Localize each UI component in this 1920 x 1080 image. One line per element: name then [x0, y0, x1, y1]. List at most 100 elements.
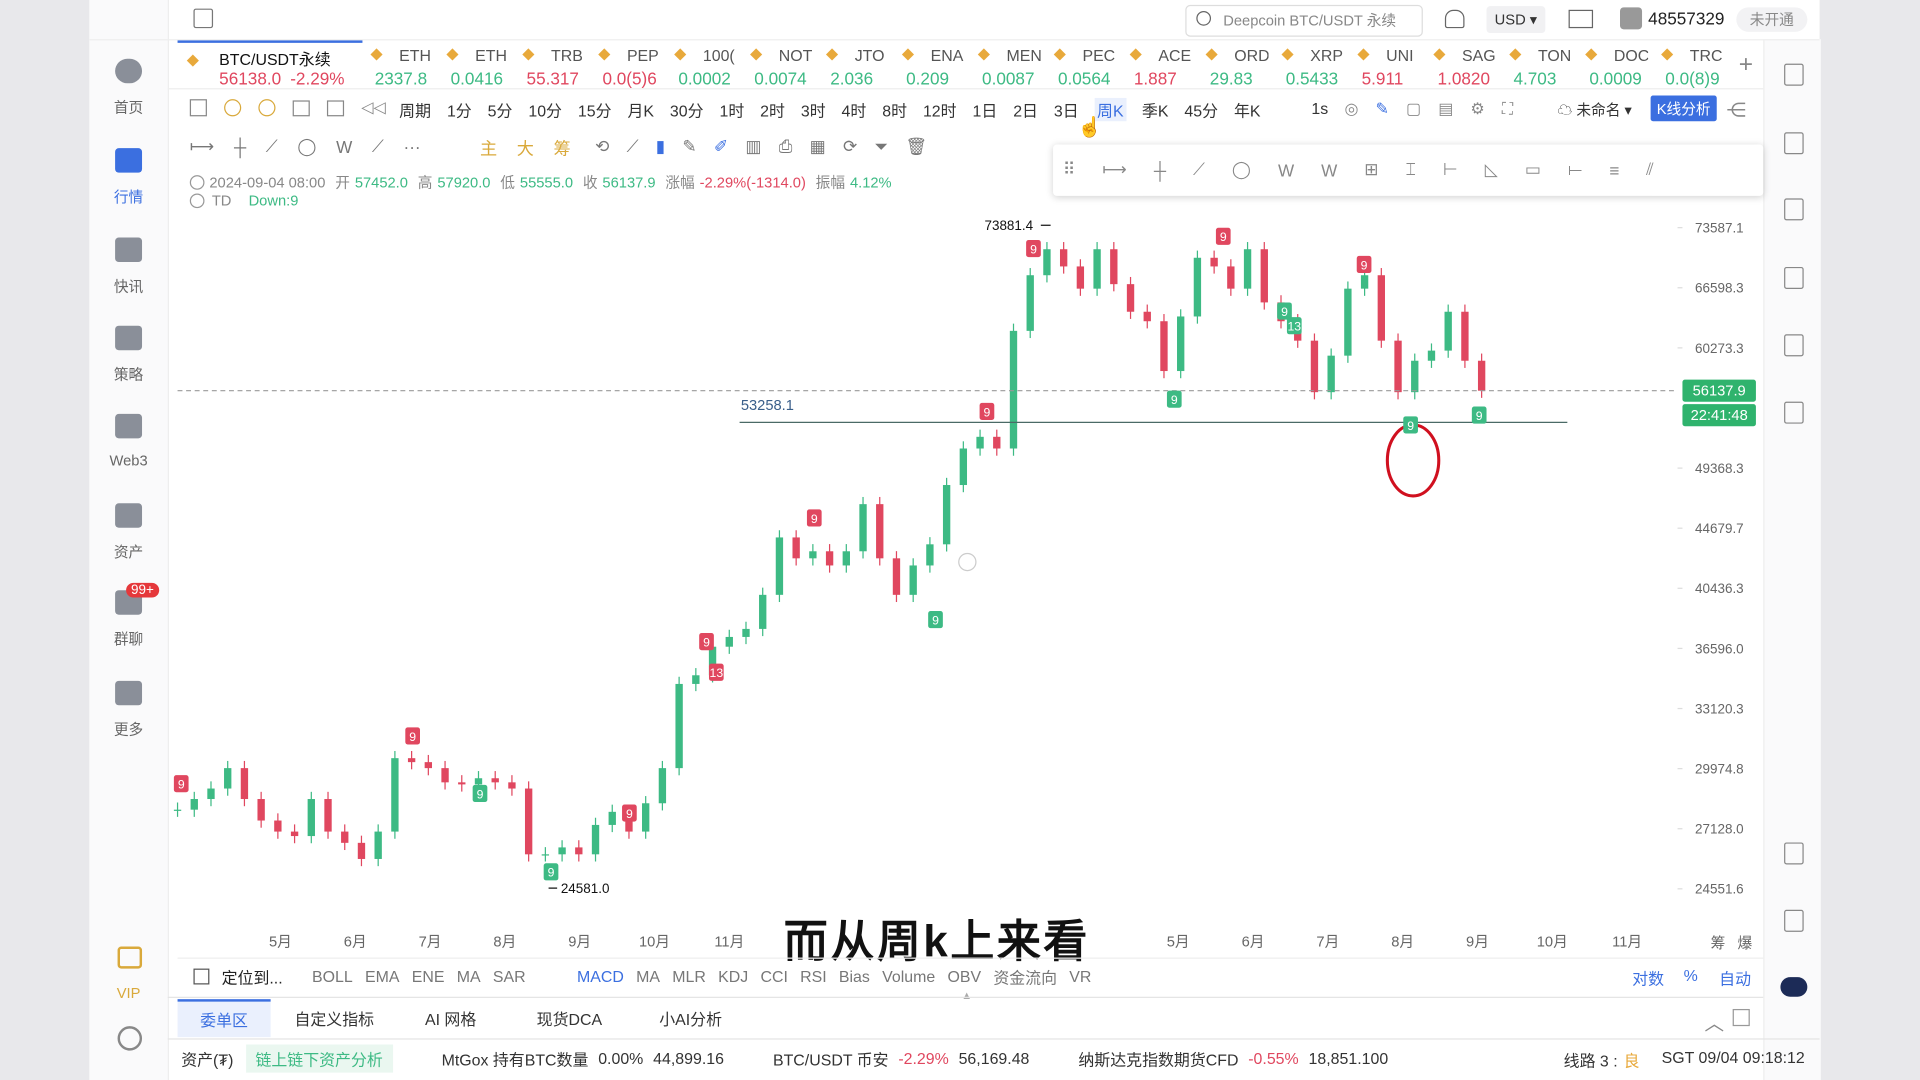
tool[interactable]: ⏷ [874, 135, 889, 156]
tool[interactable]: ⟳ [842, 135, 858, 156]
locate-icon[interactable] [193, 967, 210, 984]
tool[interactable]: ▦ [809, 135, 826, 156]
ticker-name[interactable]: 100( [702, 46, 735, 65]
sub-indicator[interactable]: MA [636, 966, 661, 986]
ticker-name[interactable]: NOT [778, 46, 813, 65]
interval[interactable]: 12时 [922, 101, 957, 120]
side-icon[interactable] [1784, 63, 1804, 86]
tool[interactable]: ⟋ [626, 135, 639, 156]
icon[interactable]: ◁◁ [361, 97, 386, 117]
ticker-price[interactable]: 29.83 [1209, 68, 1253, 89]
tool[interactable]: ┼ [1153, 159, 1167, 180]
tool[interactable]: ◺ [1484, 159, 1498, 179]
asset[interactable]: 资产(₮) [181, 1050, 234, 1069]
currency[interactable]: USD ▾ [1486, 6, 1546, 34]
tool[interactable]: ⌶ [1405, 159, 1416, 179]
locate[interactable]: 定位到... [221, 967, 283, 987]
share-icon[interactable]: ⋲ [1726, 100, 1747, 122]
ticker-name[interactable]: UNI [1386, 46, 1414, 65]
ticker-price[interactable]: 0.0416 [450, 68, 504, 89]
icon[interactable]: ⛶ [1501, 99, 1513, 118]
tool[interactable]: ⟲ [595, 135, 610, 156]
add-tab[interactable]: + [1738, 51, 1754, 79]
nav-icon[interactable] [115, 58, 143, 84]
sub-indicator[interactable]: OBV [947, 966, 982, 986]
ticker-name[interactable]: TRB [551, 46, 583, 65]
panel-tab[interactable]: 自定义指标 [294, 1009, 375, 1028]
interval[interactable]: 年K [1233, 101, 1261, 120]
ticker-name[interactable]: ETH [399, 46, 432, 65]
icon[interactable]: ✎ [1375, 99, 1389, 118]
sub-indicator[interactable]: 资金流向 [993, 967, 1058, 987]
bot-icon[interactable] [1780, 977, 1808, 997]
nav-icon[interactable] [115, 680, 143, 706]
sub-indicator[interactable]: VR [1069, 966, 1092, 986]
nav-icon[interactable] [115, 148, 143, 173]
main-indicator[interactable]: BOLL [312, 966, 353, 986]
interval[interactable]: 4时 [841, 101, 867, 120]
ticker-price[interactable]: 0.0009 [1589, 68, 1642, 89]
side-icon[interactable] [1784, 132, 1804, 155]
ticker-name[interactable]: BTC/USDT永续 [219, 50, 331, 69]
interval[interactable]: 2时 [760, 101, 785, 120]
side-icon[interactable] [1784, 401, 1804, 424]
tool[interactable]: ⊞ [1364, 159, 1379, 179]
tool[interactable]: W [1278, 159, 1295, 180]
main-indicator[interactable]: MA [456, 966, 481, 986]
ticker-price[interactable]: 0.0087 [982, 68, 1035, 89]
ticker-name[interactable]: PEP [626, 46, 659, 65]
ticker-price[interactable]: 5.911 [1361, 68, 1404, 89]
search-box[interactable]: Deepcoin BTC/USDT 永续 [1185, 4, 1423, 37]
ticker-price[interactable]: 0.0(8)9 [1665, 68, 1720, 89]
nav-label[interactable]: VIP [116, 984, 141, 1002]
icon[interactable] [224, 99, 242, 117]
ticker-price[interactable]: 1.0820 [1437, 68, 1490, 89]
sub-indicator[interactable]: RSI [800, 966, 827, 986]
interval[interactable]: 1时 [719, 101, 745, 120]
interval[interactable]: 1日 [972, 101, 998, 120]
interval[interactable]: 5分 [487, 101, 513, 120]
nav-icon[interactable] [115, 325, 143, 351]
tool[interactable]: ⟋ [371, 135, 384, 156]
interval[interactable]: 10分 [528, 101, 562, 120]
sub-indicator[interactable]: CCI [760, 966, 788, 986]
settings-icon[interactable] [117, 1026, 143, 1051]
tool[interactable]: 🗑 [905, 135, 928, 156]
main-indicator[interactable]: SAR [492, 966, 526, 986]
tool[interactable]: ◯ [297, 135, 317, 156]
ticker-price[interactable]: 0.0564 [1057, 68, 1111, 89]
tool[interactable]: ⟝ [1568, 159, 1583, 179]
ticker-name[interactable]: MEN [1006, 46, 1041, 65]
nav-icon[interactable] [117, 946, 143, 969]
bell-icon[interactable] [1444, 9, 1465, 29]
corner-label[interactable]: 筹 [1710, 934, 1726, 952]
tool[interactable]: ⊢ [1442, 159, 1458, 179]
sub-indicator[interactable]: MLR [672, 966, 706, 986]
ticker-price[interactable]: 2.036 [830, 68, 874, 89]
icon[interactable]: ⚙ [1470, 99, 1485, 118]
tool[interactable]: ◯ [1231, 159, 1252, 179]
sub-indicator[interactable]: KDJ [718, 966, 749, 986]
tool[interactable]: ⠿ [1062, 159, 1076, 179]
ticker-name[interactable]: ACE [1158, 46, 1192, 65]
sub-indicator[interactable]: Volume [882, 966, 936, 986]
scale-option[interactable]: 自动 [1719, 969, 1752, 989]
ticker-price[interactable]: 0.0002 [678, 68, 731, 89]
tool[interactable]: ⟼ [1102, 159, 1127, 179]
collapse-icon[interactable] [189, 174, 205, 190]
tool[interactable]: ⟼ [189, 135, 215, 156]
ticker-name[interactable]: ETH [475, 46, 507, 65]
ticker-price[interactable]: 56138.0 [219, 68, 282, 89]
tool[interactable]: ⎙ [778, 135, 793, 156]
ticker-price[interactable]: 2337.8 [374, 68, 428, 89]
side-icon[interactable] [1784, 266, 1804, 289]
ticker-price[interactable]: 0.209 [906, 68, 950, 89]
main-label[interactable]: 大 [516, 138, 534, 158]
corner-label[interactable]: 爆 [1737, 934, 1753, 952]
interval[interactable]: 15分 [577, 101, 612, 120]
tool[interactable]: ✎ [682, 135, 697, 156]
side-icon[interactable] [1784, 334, 1804, 357]
interval[interactable]: 周期 [399, 101, 432, 120]
icon[interactable]: ◎ [1344, 99, 1359, 118]
icon[interactable] [292, 99, 310, 116]
